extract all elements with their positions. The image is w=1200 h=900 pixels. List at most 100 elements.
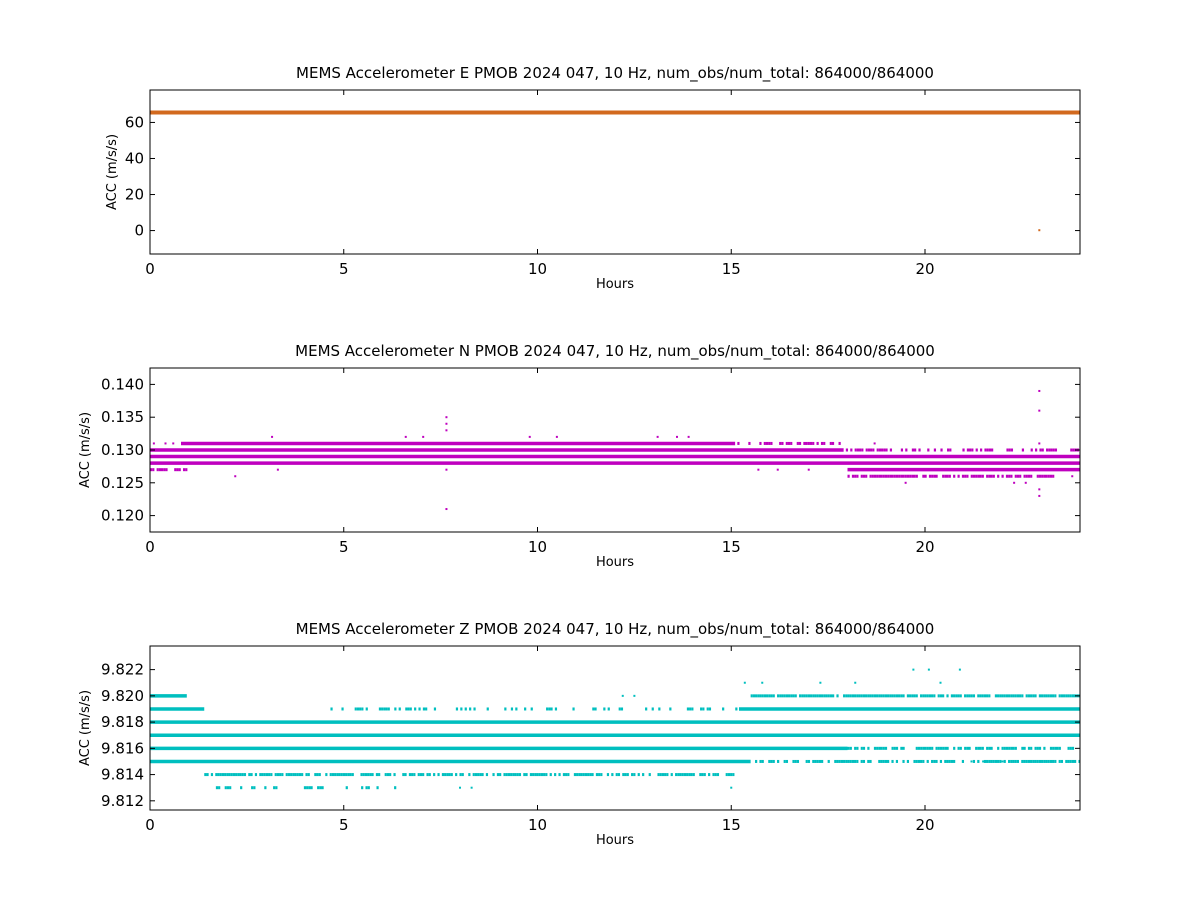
chart-3-band-1-dot [241,773,244,777]
chart-3-band-1-dot [554,773,557,777]
chart-3-band-12-dot [781,694,784,698]
chart-3-band-3-dot [988,759,991,763]
chart-3-band-0-dot [273,786,276,790]
chart-3-band-9-dot [394,707,397,711]
chart-3-band-5-dot [1034,746,1037,750]
chart-3-band-1-dot [701,773,704,777]
chart-3-band-1-dot [562,773,566,777]
chart-3-band-12-dot [1054,694,1057,698]
chart-2-band-6-dot [183,468,186,472]
chart-3-band-0-dot [308,786,311,790]
chart-3-xtick-label: 0 [145,816,155,834]
chart-3-band-12-dot [964,694,967,698]
chart-1-xtick-label: 15 [722,260,741,278]
chart-1-xtick-label: 20 [915,260,934,278]
chart-3-band-1-dot [472,773,475,777]
chart-3-band-1-dot [598,773,601,777]
chart-3-band-1-dot [727,773,731,777]
chart-3-band-3-dot [854,759,857,763]
chart-3-band-1-dot [351,773,354,777]
chart-3-band-0-dot [361,786,364,790]
chart-3-band-1-dot [580,773,583,777]
chart-2-band-3-dot [980,448,983,452]
chart-3-band-12-dot [977,694,980,698]
chart-3-band-12-dot [1030,694,1033,698]
chart-3-band-3-dot [1008,759,1011,763]
chart-3-band-0-dot [275,786,278,790]
chart-3-band-5-dot [1036,746,1039,750]
chart-3-band-12-dot [812,694,815,698]
chart-2-point-25 [1038,409,1041,412]
chart-2-band-8-dot [1043,474,1046,478]
chart-2-band-8-dot [873,474,877,478]
chart-2-series-band-1 [737,441,841,445]
chart-3-band-5-dot [895,746,899,750]
chart-3-xtick-label: 20 [915,816,934,834]
chart-3-band-0-dot [376,786,379,790]
chart-2-band-1-dot [816,441,819,445]
chart-3-band-5-dot [880,746,883,750]
chart-1-ytick-label: 40 [125,149,144,167]
chart-3-band-9-dot [387,707,390,711]
chart-3-band-1-dot [591,773,594,777]
chart-3-band-1-dot [507,773,511,777]
chart-2-band-1-dot [759,441,762,445]
chart-3-band-5-dot [1014,746,1017,750]
chart-2-band-3-dot [975,448,978,452]
chart-3-band-12-dot [884,694,888,698]
chart-2-band-3-dot [940,448,943,452]
chart-2-band-8-dot [893,474,896,478]
chart-3-band-1-dot [235,773,238,777]
chart-1-point-0 [1038,229,1041,232]
chart-3-band-12-dot [854,694,857,698]
chart-3-band-9-dot [381,707,384,711]
chart-3-band-3-dot [1036,759,1039,763]
chart-3-point-12 [730,786,733,789]
chart-3-band-12-dot [860,694,863,698]
chart-2-point-2 [172,442,175,445]
chart-3-band-1-dot [281,773,284,777]
chart-3-band-3-dot [770,759,773,763]
chart-3-band-3-dot [851,759,855,763]
chart-3-band-1-dot [622,773,625,777]
chart-3-band-1-dot [587,773,590,777]
chart-3-band-1-dot [426,773,429,777]
chart-3-band-5-dot [854,746,857,750]
chart-3-band-1-dot [276,773,280,777]
chart-3-band-12-dot [783,694,786,698]
chart-3-band-0-dot [321,786,324,790]
chart-3-band-12-dot [816,694,819,698]
chart-3-band-12-dot [902,694,905,698]
chart-2-band-8-dot [1027,474,1031,478]
chart-3-ytick-label: 9.822 [101,661,144,679]
chart-3-band-1-dot [600,773,603,777]
chart-3-band-1-dot [243,773,247,777]
chart-3-band-1-dot [492,773,495,777]
chart-3-band-3-dot [1067,759,1070,763]
chart-2-band-3-dot [991,448,994,452]
chart-3-band-12-dot [871,694,874,698]
chart-3-band-1-dot [349,773,352,777]
chart-3-band-1-dot [362,773,365,777]
chart-3-band-5-dot [990,746,993,750]
chart-3-band-9-dot [510,707,514,711]
chart-2-band-1-dot [796,441,799,445]
chart-3-band-5-dot [1069,746,1072,750]
chart-3-band-12-dot [966,694,969,698]
chart-3-band-12-dot [750,694,753,698]
chart-2-band-3-dot [1035,448,1038,452]
chart-2-point-16 [234,475,237,478]
chart-3-band-1-dot [375,773,379,777]
chart-3-band-1-dot [228,773,231,777]
chart-2-band-8-dot [911,474,914,478]
chart-2-band-8-dot [887,474,890,478]
chart-2-point-26 [1038,442,1041,445]
chart-2-point-9 [445,468,448,471]
chart-3-band-1-dot [314,773,317,777]
chart-3-band-1-dot [510,773,513,777]
chart-3-band-1-dot [250,773,253,777]
chart-3-band-12-dot [807,694,811,698]
chart-3-band-3-dot [1014,759,1017,763]
chart-3-band-0-dot [218,786,221,790]
chart-3-band-5-dot [893,746,896,750]
